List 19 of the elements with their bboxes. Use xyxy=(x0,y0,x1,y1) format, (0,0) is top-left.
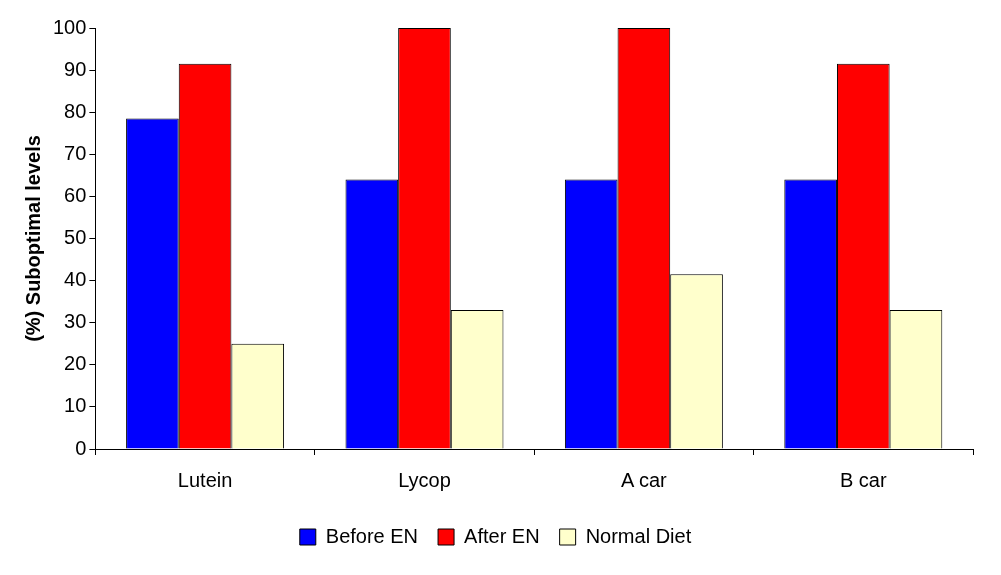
legend-label: After EN xyxy=(464,524,540,547)
y-tick-label: 60 xyxy=(64,183,87,206)
y-tick-label: 70 xyxy=(64,141,87,164)
y-tick-label: 90 xyxy=(64,57,87,80)
y-tick-label: 100 xyxy=(52,15,87,38)
y-tick-label: 0 xyxy=(75,436,87,459)
legend-label: Normal Diet xyxy=(585,524,692,547)
y-tick-label: 40 xyxy=(64,268,87,291)
x-tick-label: B car xyxy=(839,468,887,491)
y-axis-title: (%) Suboptimal levels xyxy=(21,135,44,342)
x-tick-label: Lycop xyxy=(398,468,451,491)
legend-label: Before EN xyxy=(325,524,419,547)
y-tick-label: 80 xyxy=(64,99,87,122)
x-tick-label: Lutein xyxy=(177,468,233,491)
y-tick-label: 50 xyxy=(64,226,87,249)
y-tick-label: 10 xyxy=(64,394,87,417)
y-tick-label: 30 xyxy=(64,310,87,333)
y-tick-label: 20 xyxy=(64,352,87,375)
x-tick-label: A car xyxy=(621,468,668,491)
